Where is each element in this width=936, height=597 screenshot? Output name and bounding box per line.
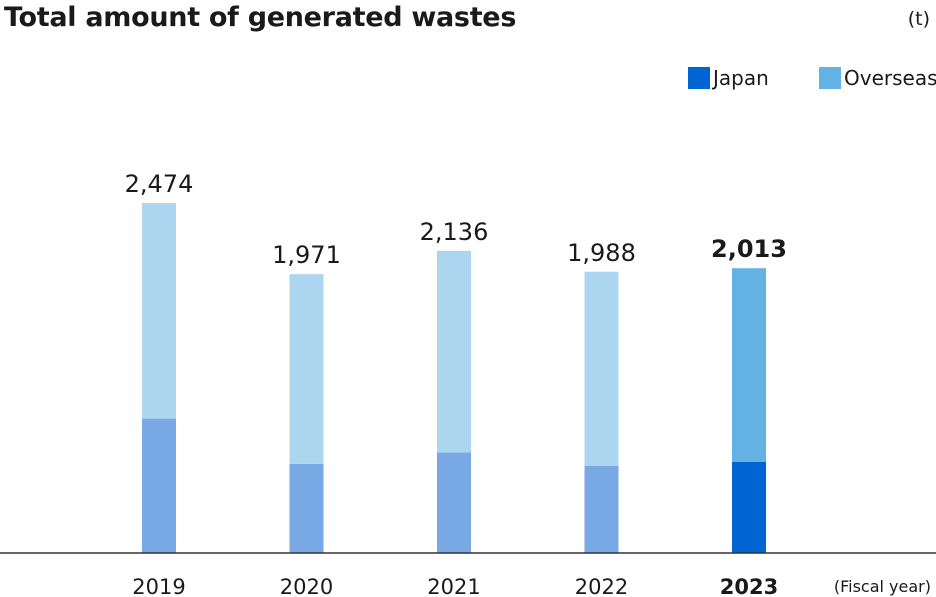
- value-labels-group: 2,474 1,971 2,136 1,988 2,013: [125, 170, 787, 269]
- legend-swatch-overseas: [819, 67, 841, 89]
- x-tick-2020: 2020: [280, 575, 333, 597]
- unit-label: (t): [907, 8, 930, 30]
- bar-overseas-2020: [289, 274, 324, 464]
- chart-title: Total amount of generated wastes: [4, 2, 517, 33]
- x-tick-2019: 2019: [132, 575, 185, 597]
- total-label-2019: 2,474: [125, 170, 194, 198]
- bar-overseas-2022: [584, 271, 619, 466]
- legend-item-overseas: Overseas: [819, 66, 936, 90]
- x-tick-2022: 2022: [575, 575, 628, 597]
- bar-japan-2019: [142, 418, 176, 553]
- legend-item-japan: Japan: [688, 66, 769, 90]
- legend-swatch-japan: [688, 67, 710, 89]
- bar-overseas-2021: [437, 250, 471, 453]
- bar-japan-2021: [437, 452, 471, 553]
- legend-label-japan: Japan: [713, 66, 769, 90]
- x-tick-labels-group: 2019 2020 2021 2022 2023: [132, 575, 778, 597]
- total-label-2020: 1,971: [272, 241, 341, 269]
- bar-overseas-2019: [142, 203, 176, 419]
- bar-overseas-2023: [732, 268, 766, 462]
- bars-group: [142, 203, 766, 553]
- bar-japan-2023: [732, 461, 766, 553]
- legend-label-overseas: Overseas: [844, 66, 936, 90]
- bar-japan-2020: [289, 463, 324, 553]
- total-label-2023: 2,013: [711, 235, 787, 263]
- x-tick-2023: 2023: [720, 575, 778, 597]
- bar-japan-2022: [584, 465, 619, 553]
- total-label-2022: 1,988: [567, 239, 636, 267]
- x-axis-label: (Fiscal year): [834, 577, 931, 596]
- x-tick-2021: 2021: [427, 575, 480, 597]
- total-label-2021: 2,136: [420, 218, 489, 246]
